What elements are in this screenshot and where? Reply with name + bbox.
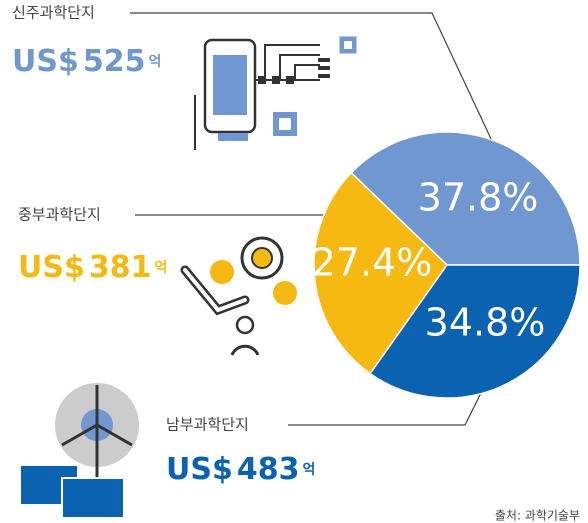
amount-unit: 억 xyxy=(302,462,315,478)
icon-energy xyxy=(20,383,139,518)
category-label: 중부과학단지 xyxy=(18,206,101,224)
icon-gears xyxy=(185,238,297,355)
category-label: 남부과학단지 xyxy=(166,416,249,434)
amount-unit: 억 xyxy=(148,54,161,70)
amount-value: 381 xyxy=(89,250,152,285)
slice-label: 37.8% xyxy=(418,176,539,220)
amount-value: 483 xyxy=(237,452,300,487)
chart: 출처: 과학기술부 37.8%신주과학단지US$525억27.4%중부과학단지U… xyxy=(0,0,588,523)
source: 출처: 과학기술부 xyxy=(495,509,580,523)
slice-label: 34.8% xyxy=(425,301,546,345)
icon-circuit xyxy=(195,37,356,150)
category-label: 신주과학단지 xyxy=(12,4,95,22)
currency: US$ xyxy=(166,452,233,487)
slice-label: 27.4% xyxy=(312,241,433,285)
amount-value: 525 xyxy=(83,44,146,79)
currency: US$ xyxy=(12,44,79,79)
amount-unit: 억 xyxy=(154,260,167,276)
currency: US$ xyxy=(18,250,85,285)
